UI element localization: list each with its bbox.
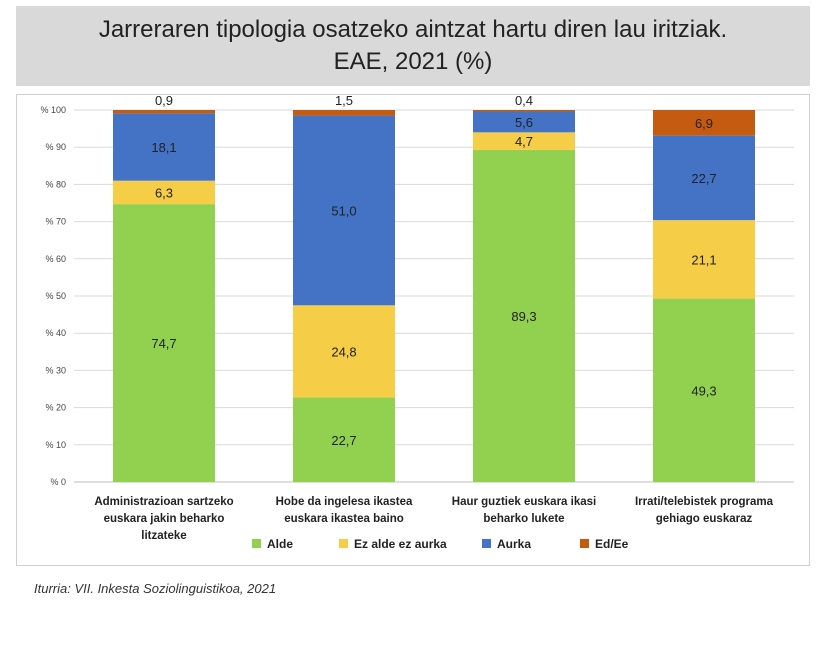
bar-segment xyxy=(293,115,395,306)
data-label: 0,9 xyxy=(155,95,173,108)
legend-label: Ez alde ez aurka xyxy=(354,537,447,551)
legend-swatch xyxy=(482,539,491,548)
data-label: 6,9 xyxy=(695,116,713,131)
x-category-label: beharko lukete xyxy=(483,513,564,525)
y-tick-label: % 40 xyxy=(45,328,66,338)
stacked-bar-chart: % 0 % 10 % 20 % 30 % 40 % 50 % 60 % 70 % 80 % 90%… xyxy=(40,95,794,551)
x-category-label: litzateke xyxy=(141,530,186,542)
bar-segment xyxy=(113,204,215,482)
bar-segment xyxy=(293,397,395,482)
data-label: 4,7 xyxy=(515,134,533,149)
y-tick-label: % 10 xyxy=(45,440,66,450)
x-category-label: Irrati/telebistek programa xyxy=(635,496,774,508)
chart-title-line-1: Jarreraren tipologia osatzeko aintzat ha… xyxy=(98,16,728,43)
data-label: 1,5 xyxy=(335,95,353,108)
data-label: 22,7 xyxy=(691,171,716,186)
y-tick-label: % 80 xyxy=(45,179,66,189)
y-tick-label: % 100 xyxy=(40,105,66,115)
bar-segment xyxy=(293,305,395,398)
data-label: 89,3 xyxy=(511,309,536,324)
bar-segment xyxy=(653,220,755,299)
y-tick-label: % 30 xyxy=(45,365,66,375)
data-label: 21,1 xyxy=(691,252,716,267)
legend-label: Ed/Ee xyxy=(595,537,629,551)
y-tick-label: % 0 xyxy=(50,477,66,487)
bar-segment xyxy=(653,110,755,136)
data-label: 5,6 xyxy=(515,115,533,130)
bar-segment xyxy=(113,113,215,181)
x-category-label: gehiago euskaraz xyxy=(656,513,753,525)
x-category-label: euskara ikastea baino xyxy=(284,513,404,525)
chart-frame: % 0 % 10 % 20 % 30 % 40 % 50 % 60 % 70 % 80 % 90%… xyxy=(16,94,810,566)
y-tick-label: % 90 xyxy=(45,142,66,152)
data-label: 22,7 xyxy=(331,433,356,448)
x-category-label: Haur guztiek euskara ikasi xyxy=(452,496,596,508)
bar-segment xyxy=(113,180,215,205)
x-category-label: Hobe da ingelesa ikastea xyxy=(276,496,413,508)
data-label: 49,3 xyxy=(691,383,716,398)
bar-segment xyxy=(473,149,575,482)
bar-segment xyxy=(293,110,395,116)
y-tick-label: % 50 xyxy=(45,291,66,301)
legend-swatch xyxy=(339,539,348,548)
title-band: Jarreraren tipologia osatzeko aintzat ha… xyxy=(16,6,810,86)
bar-segment xyxy=(653,298,755,482)
data-label: 24,8 xyxy=(331,344,356,359)
data-label: 6,3 xyxy=(155,185,173,200)
bar-segment xyxy=(473,110,575,112)
legend-swatch xyxy=(580,539,589,548)
chart-title-line-2: EAE, 2021 (%) xyxy=(333,48,493,75)
bar-segment xyxy=(473,111,575,133)
legend-swatch xyxy=(252,539,261,548)
data-label: 74,7 xyxy=(151,336,176,351)
data-label: 51,0 xyxy=(331,203,356,218)
y-tick-label: % 70 xyxy=(45,217,66,227)
x-category-label: Administrazioan sartzeko xyxy=(94,496,233,508)
bar-segment xyxy=(473,132,575,150)
source-note: Iturria: VII. Inkesta Soziolinguistikoa,… xyxy=(34,581,277,596)
y-tick-label: % 60 xyxy=(45,254,66,264)
x-category-label: euskara jakin beharko xyxy=(104,513,225,525)
legend-label: Aurka xyxy=(497,537,531,551)
data-label: 18,1 xyxy=(151,140,176,155)
bar-segment xyxy=(653,135,755,221)
bar-segment xyxy=(113,110,215,114)
y-tick-label: % 20 xyxy=(45,403,66,413)
data-label: 0,4 xyxy=(515,95,533,108)
legend-label: Alde xyxy=(267,537,293,551)
